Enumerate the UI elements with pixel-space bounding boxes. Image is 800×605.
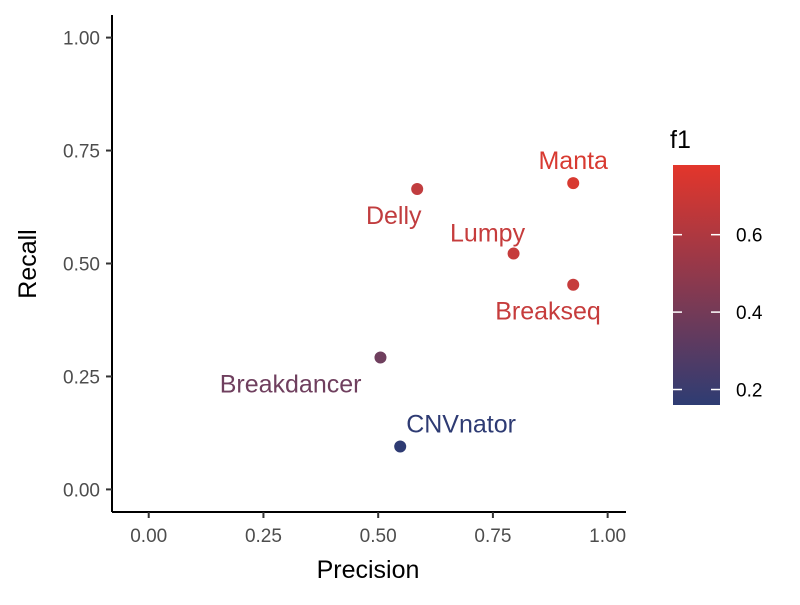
point-lumpy (507, 247, 520, 260)
color-legend: f1 0.2 0.4 0.6 (670, 126, 763, 405)
point-label-delly: Delly (366, 202, 422, 230)
y-tick-label: 0.00 (63, 480, 100, 501)
point-label-breakseq: Breakseq (495, 298, 601, 326)
data-points (374, 177, 580, 453)
x-tick-label: 1.00 (589, 526, 626, 547)
point-label-lumpy: Lumpy (450, 220, 526, 248)
point-labels: Manta Delly Lumpy Breakseq Breakdancer CNVnat… (220, 147, 608, 438)
legend-tick-label: 0.2 (736, 381, 762, 402)
point-cnvnator (394, 440, 407, 453)
point-breakdancer (374, 351, 387, 364)
point-label-cnvnator: CNVnator (406, 410, 516, 438)
x-tick-label: 0.00 (130, 526, 167, 547)
point-delly (411, 182, 424, 195)
y-tick-label: 0.25 (63, 367, 100, 388)
axes: 0.00 0.25 0.50 0.75 1.00 0.00 0.25 0.50 0.75 1.00 (63, 15, 626, 547)
y-tick-label: 0.75 (63, 142, 100, 163)
point-label-breakdancer: Breakdancer (220, 370, 362, 398)
y-tick-label: 0.50 (63, 255, 100, 276)
point-manta (567, 177, 580, 190)
x-axis-title: Precision (317, 556, 420, 584)
legend-tick-label: 0.6 (736, 226, 762, 247)
point-breakseq (567, 278, 580, 291)
legend-tick-label: 0.4 (736, 303, 763, 324)
y-axis-title: Recall (14, 229, 42, 298)
x-tick-label: 0.75 (474, 526, 511, 547)
x-tick-label: 0.25 (245, 526, 282, 547)
x-tick-label: 0.50 (360, 526, 397, 547)
legend-colorbar (673, 165, 720, 405)
point-label-manta: Manta (538, 147, 608, 175)
legend-title: f1 (670, 126, 691, 154)
y-tick-label: 1.00 (63, 29, 100, 50)
